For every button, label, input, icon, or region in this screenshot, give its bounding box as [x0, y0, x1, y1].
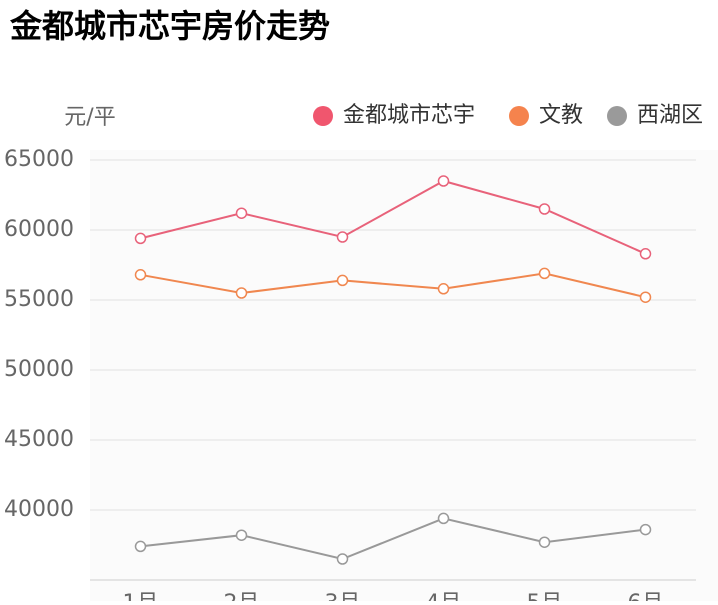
y-tick-label: 65000 — [4, 147, 74, 172]
point — [336, 231, 349, 243]
line — [140, 272, 646, 299]
line — [140, 517, 646, 561]
point — [437, 175, 450, 187]
point — [538, 203, 551, 215]
point — [336, 274, 349, 287]
point — [134, 540, 147, 553]
point — [538, 536, 551, 548]
point — [134, 232, 147, 245]
x-tick-label: 6月 — [628, 591, 664, 601]
point — [235, 529, 248, 541]
x-tick-label: 5月 — [527, 591, 563, 601]
point — [134, 269, 147, 281]
chart-title: 金都城市芯宇房价走势 — [9, 7, 330, 45]
x-tick-label: 4月 — [426, 591, 462, 601]
legend-marker — [313, 106, 333, 126]
legend-label: 西湖区 — [637, 103, 703, 128]
x-tick-label: 2月 — [224, 591, 260, 601]
legend-label: 金都城市芯宇 — [343, 103, 475, 128]
legend-marker — [607, 106, 627, 126]
point — [336, 553, 349, 565]
y-tick-label: 50000 — [4, 357, 74, 382]
legend-label: 文教 — [539, 103, 583, 128]
y-unit: 元/平 — [64, 105, 115, 130]
legend-marker — [509, 106, 529, 126]
point — [437, 512, 450, 525]
point — [235, 287, 248, 299]
point — [235, 207, 248, 219]
point — [538, 267, 551, 280]
y-tick-label: 60000 — [4, 217, 74, 242]
y-tick-label: 45000 — [4, 427, 74, 452]
x-tick-label: 3月 — [325, 591, 361, 601]
line — [140, 179, 646, 255]
y-tick-label: 40000 — [4, 497, 74, 522]
y-tick-label: 55000 — [4, 287, 74, 312]
x-tick-label: 1月 — [123, 591, 159, 601]
point — [437, 283, 450, 295]
point — [639, 523, 652, 536]
point — [639, 291, 652, 303]
point — [639, 248, 652, 260]
